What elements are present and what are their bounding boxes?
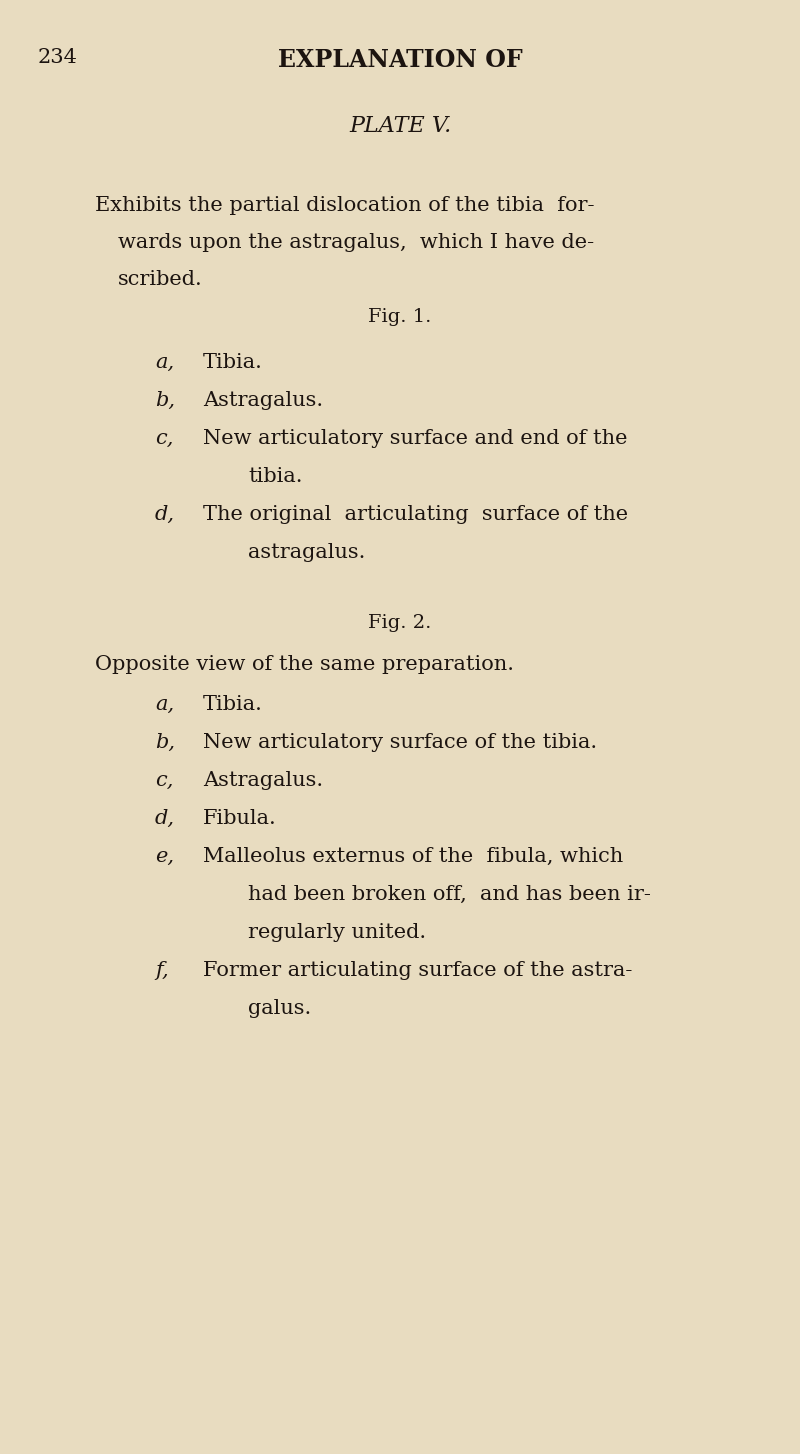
Text: Fig. 1.: Fig. 1.	[368, 308, 432, 326]
Text: New articulatory surface and end of the: New articulatory surface and end of the	[203, 429, 627, 448]
Text: Opposite view of the same preparation.: Opposite view of the same preparation.	[95, 654, 514, 675]
Text: EXPLANATION OF: EXPLANATION OF	[278, 48, 522, 73]
Text: c,: c,	[155, 771, 174, 790]
Text: Fig. 2.: Fig. 2.	[368, 614, 432, 632]
Text: scribed.: scribed.	[118, 270, 202, 289]
Text: New articulatory surface of the tibia.: New articulatory surface of the tibia.	[203, 733, 597, 752]
Text: Malleolus externus of the  fibula, which: Malleolus externus of the fibula, which	[203, 848, 623, 867]
Text: regularly united.: regularly united.	[248, 923, 426, 942]
Text: tibia.: tibia.	[248, 467, 302, 486]
Text: f,: f,	[155, 961, 169, 980]
Text: astragalus.: astragalus.	[248, 542, 366, 563]
Text: Astragalus.: Astragalus.	[203, 391, 323, 410]
Text: PLATE V.: PLATE V.	[349, 115, 451, 137]
Text: 234: 234	[38, 48, 78, 67]
Text: wards upon the astragalus,  which I have de-: wards upon the astragalus, which I have …	[118, 233, 594, 252]
Text: galus.: galus.	[248, 999, 311, 1018]
Text: Tibia.: Tibia.	[203, 695, 263, 714]
Text: d,: d,	[155, 505, 175, 523]
Text: e,: e,	[155, 848, 174, 867]
Text: a,: a,	[155, 353, 174, 372]
Text: c,: c,	[155, 429, 174, 448]
Text: Exhibits the partial dislocation of the tibia  for-: Exhibits the partial dislocation of the …	[95, 196, 594, 215]
Text: b,: b,	[155, 733, 175, 752]
Text: b,: b,	[155, 391, 175, 410]
Text: Tibia.: Tibia.	[203, 353, 263, 372]
Text: Fibula.: Fibula.	[203, 808, 277, 827]
Text: The original  articulating  surface of the: The original articulating surface of the	[203, 505, 628, 523]
Text: Astragalus.: Astragalus.	[203, 771, 323, 790]
Text: a,: a,	[155, 695, 174, 714]
Text: Former articulating surface of the astra-: Former articulating surface of the astra…	[203, 961, 632, 980]
Text: d,: d,	[155, 808, 175, 827]
Text: had been broken off,  and has been ir-: had been broken off, and has been ir-	[248, 885, 651, 904]
